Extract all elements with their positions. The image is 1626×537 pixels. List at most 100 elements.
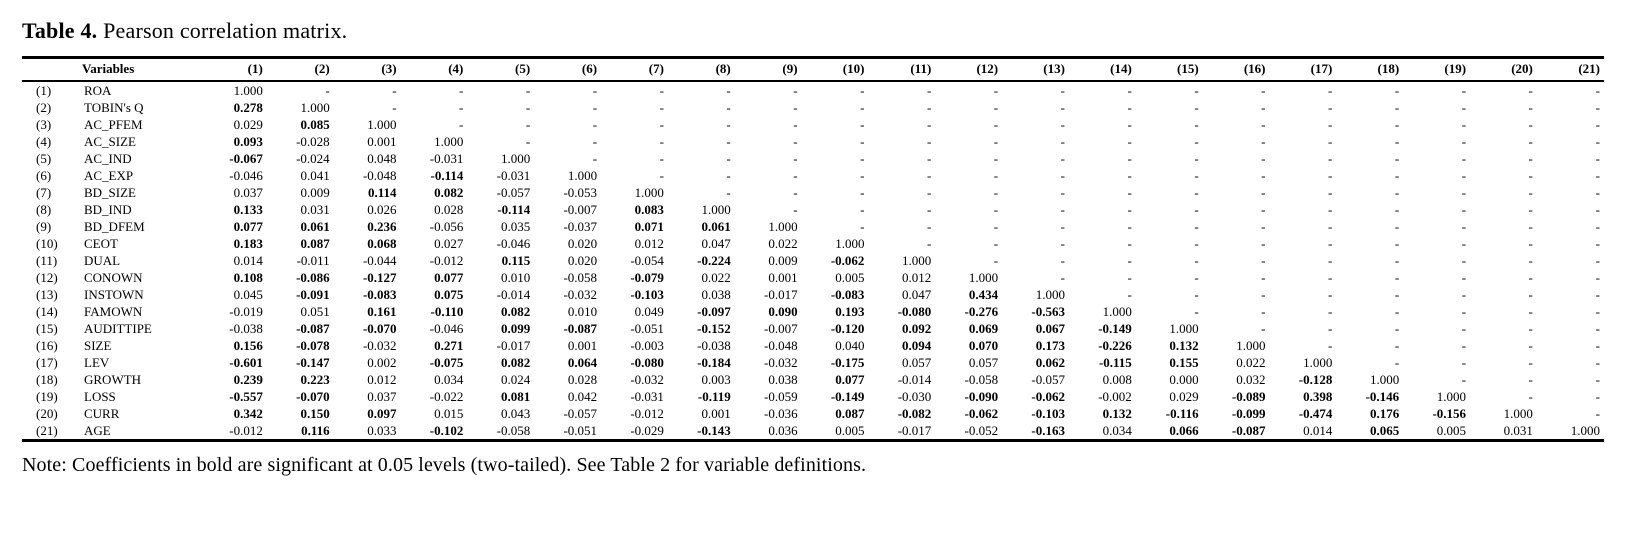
- empty-cell: -: [1261, 219, 1266, 234]
- empty-cell: -: [926, 202, 932, 217]
- empty-cell: -: [659, 100, 664, 115]
- table-title: Table 4. Pearson correlation matrix.: [22, 18, 1604, 44]
- correlation-cell: -0.128: [1298, 372, 1333, 387]
- correlation-cell: -0.038: [697, 338, 731, 353]
- correlation-cell: 1.000: [1102, 304, 1132, 319]
- empty-cell: -: [525, 117, 531, 132]
- correlation-cell: 0.097: [367, 406, 397, 421]
- correlation-cell: 0.001: [367, 134, 397, 149]
- empty-cell: -: [1461, 83, 1467, 98]
- row-number: (1): [36, 83, 52, 98]
- empty-cell: -: [1394, 236, 1400, 251]
- column-header: (11): [868, 57, 936, 82]
- empty-cell: -: [1394, 168, 1400, 183]
- empty-cell: -: [659, 117, 664, 132]
- correlation-cell: -0.007: [563, 202, 598, 217]
- empty-cell: -: [1394, 287, 1400, 302]
- correlation-cell: 0.077: [233, 219, 263, 234]
- correlation-cell: 0.150: [300, 406, 330, 421]
- table-row: (17) LEV -0.601 -0.147 0.002 -0.075 0.082 0.064…: [22, 354, 1604, 371]
- empty-cell: -: [1127, 287, 1132, 302]
- table-row: (12) CONOWN 0.108 -0.086 -0.127 0.077 0.010 -0.…: [22, 269, 1604, 286]
- correlation-cell: 0.062: [1035, 355, 1065, 370]
- correlation-cell: 0.342: [233, 406, 263, 421]
- empty-cell: -: [392, 83, 397, 98]
- correlation-cell: 0.026: [367, 202, 397, 217]
- correlation-cell: -0.114: [497, 202, 531, 217]
- empty-cell: -: [592, 151, 598, 166]
- correlation-cell: -0.091: [296, 287, 330, 302]
- correlation-cell: -0.052: [964, 423, 999, 438]
- empty-cell: -: [793, 202, 798, 217]
- empty-cell: -: [926, 83, 932, 98]
- empty-cell: -: [1328, 253, 1333, 268]
- empty-cell: -: [726, 168, 731, 183]
- correlation-cell: 0.028: [434, 202, 464, 217]
- correlation-cell: 1.000: [701, 202, 731, 217]
- correlation-cell: 0.115: [501, 253, 531, 268]
- correlation-cell: -0.097: [697, 304, 731, 319]
- correlation-cell: -0.012: [229, 423, 263, 438]
- empty-cell: -: [1595, 202, 1600, 217]
- column-header: (2): [266, 57, 334, 82]
- empty-cell: -: [1394, 185, 1400, 200]
- correlation-cell: -0.032: [630, 372, 664, 387]
- correlation-cell: 0.049: [634, 304, 664, 319]
- row-number: (2): [36, 100, 52, 115]
- correlation-cell: 0.271: [434, 338, 464, 353]
- correlation-cell: 0.000: [1169, 372, 1199, 387]
- correlation-cell: -0.152: [697, 321, 731, 336]
- correlation-cell: -0.057: [1031, 372, 1065, 387]
- correlation-cell: 0.223: [300, 372, 330, 387]
- correlation-cell: -0.030: [897, 389, 932, 404]
- correlation-cell: -0.024: [296, 151, 330, 166]
- empty-cell: -: [726, 134, 731, 149]
- correlation-cell: 0.236: [367, 219, 397, 234]
- correlation-cell: 0.001: [768, 270, 798, 285]
- empty-cell: -: [726, 83, 731, 98]
- correlation-cell: -0.601: [229, 355, 263, 370]
- correlation-cell: -0.058: [964, 372, 999, 387]
- row-number: (11): [36, 253, 58, 268]
- correlation-cell: 0.033: [367, 423, 397, 438]
- empty-cell: -: [1528, 219, 1533, 234]
- variable-name: AC_IND: [84, 151, 132, 166]
- row-number: (9): [36, 219, 52, 234]
- correlation-cell: -0.053: [563, 185, 598, 200]
- correlation-cell: -0.032: [362, 338, 397, 353]
- correlation-cell: 0.037: [233, 185, 263, 200]
- empty-cell: -: [1060, 134, 1065, 149]
- header-row: Variables (1) (2) (3) (4) (5) (6) (7) (8) (9) (10…: [22, 57, 1604, 82]
- empty-cell: -: [1194, 304, 1199, 319]
- empty-cell: -: [993, 236, 999, 251]
- empty-cell: -: [993, 83, 999, 98]
- correlation-cell: -0.070: [296, 389, 330, 404]
- correlation-cell: 0.020: [567, 253, 598, 268]
- correlation-cell: 0.075: [434, 287, 464, 302]
- empty-cell: -: [926, 236, 932, 251]
- table-row: (18) GROWTH 0.239 0.223 0.012 0.034 0.024 0.028…: [22, 371, 1604, 388]
- correlation-cell: 0.014: [1303, 423, 1333, 438]
- empty-cell: -: [1261, 185, 1266, 200]
- correlation-cell: 0.022: [701, 270, 731, 285]
- correlation-cell: 0.002: [367, 355, 397, 370]
- correlation-cell: 0.012: [367, 372, 397, 387]
- variable-name: INSTOWN: [84, 287, 144, 302]
- column-header: (12): [935, 57, 1003, 82]
- empty-cell: -: [860, 117, 865, 132]
- correlation-cell: 0.093: [233, 134, 263, 149]
- empty-cell: -: [1060, 236, 1065, 251]
- empty-cell: -: [860, 83, 865, 98]
- correlation-cell: 0.061: [701, 219, 731, 234]
- empty-cell: -: [1127, 134, 1132, 149]
- empty-cell: -: [1595, 117, 1600, 132]
- correlation-cell: 0.070: [968, 338, 999, 353]
- correlation-cell: 0.045: [233, 287, 263, 302]
- column-header: (16): [1202, 57, 1270, 82]
- empty-cell: -: [1261, 304, 1266, 319]
- correlation-cell: 0.010: [567, 304, 598, 319]
- table-row: (5) AC_IND -0.067 -0.024 0.048 -0.031 1.000 - - -…: [22, 150, 1604, 167]
- empty-cell: -: [860, 134, 865, 149]
- variable-name: AC_EXP: [84, 168, 134, 183]
- correlation-cell: -0.147: [296, 355, 330, 370]
